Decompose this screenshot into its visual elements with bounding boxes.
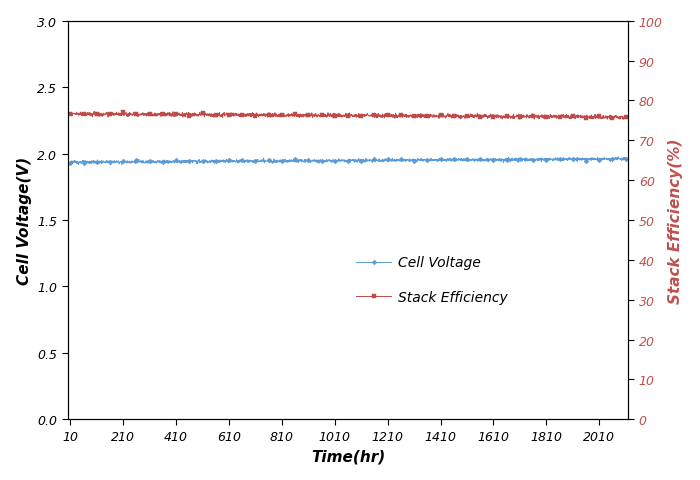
Cell Voltage	[615, 155, 623, 160]
Line: Cell Voltage: Cell Voltage	[69, 156, 627, 167]
Stack Efficiency	[458, 115, 466, 120]
Cell Voltage	[215, 159, 223, 165]
Cell Voltage	[118, 162, 126, 168]
Cell Voltage	[206, 160, 215, 166]
Stack Efficiency	[365, 114, 374, 120]
Cell Voltage	[365, 157, 374, 163]
Stack Efficiency	[90, 109, 99, 115]
X-axis label: Time(hr): Time(hr)	[311, 448, 385, 463]
Stack Efficiency	[619, 117, 627, 123]
Cell Voltage	[122, 159, 130, 165]
Cell Voltage	[66, 161, 74, 167]
Stack Efficiency	[66, 112, 74, 118]
Stack Efficiency	[254, 115, 262, 120]
Legend: Cell Voltage, Stack Efficiency: Cell Voltage, Stack Efficiency	[351, 251, 513, 310]
Y-axis label: Stack Efficiency(%): Stack Efficiency(%)	[668, 138, 683, 303]
Line: Stack Efficiency: Stack Efficiency	[69, 110, 627, 122]
Cell Voltage	[622, 157, 630, 163]
Stack Efficiency	[215, 113, 223, 119]
Stack Efficiency	[622, 115, 630, 120]
Y-axis label: Cell Voltage(V): Cell Voltage(V)	[17, 156, 32, 285]
Cell Voltage	[458, 158, 466, 164]
Stack Efficiency	[122, 112, 130, 118]
Cell Voltage	[254, 159, 262, 165]
Stack Efficiency	[206, 113, 215, 119]
